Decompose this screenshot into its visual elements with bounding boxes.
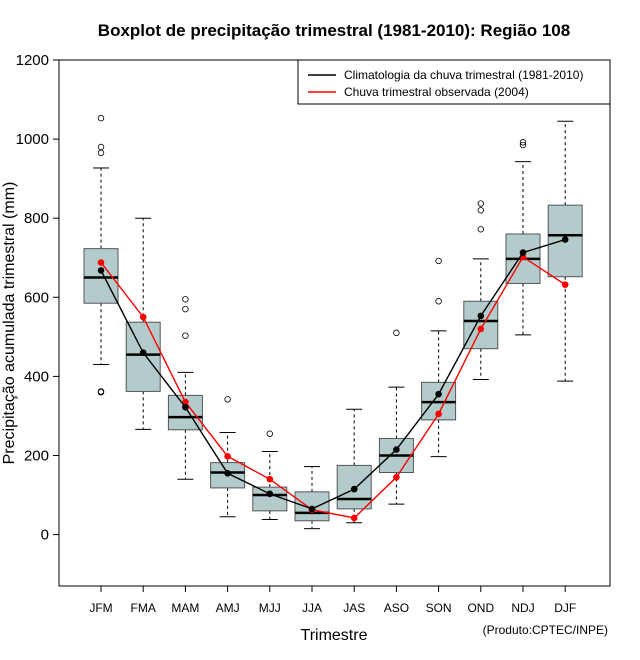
iqr-box bbox=[83, 248, 119, 304]
series-point-observed bbox=[477, 325, 485, 333]
x-tick-label: AMJ bbox=[216, 601, 240, 615]
y-axis: 0 200 400 600 800 1000 1200 bbox=[16, 52, 59, 544]
x-axis-label: Trimestre bbox=[301, 627, 368, 644]
iqr-box bbox=[252, 486, 288, 512]
x-tick-label: JJA bbox=[302, 601, 322, 615]
box-jja bbox=[294, 466, 330, 530]
outlier-point bbox=[97, 388, 105, 395]
y-tick-label: 600 bbox=[24, 289, 49, 306]
chart-title: Boxplot de precipitação trimestral (1981… bbox=[98, 21, 570, 40]
y-tick-label: 800 bbox=[24, 210, 49, 227]
x-axis: JFM FMA MAM AMJ MJJ JJA JAS ASO SON OND NDJ DJF bbox=[89, 586, 576, 615]
x-tick-label: SON bbox=[426, 601, 452, 615]
box-son bbox=[421, 257, 457, 458]
x-tick-label: JAS bbox=[343, 601, 365, 615]
outlier-point bbox=[477, 207, 484, 214]
outlier-point bbox=[224, 396, 231, 403]
product-credit: (Produto:CPTEC/INPE) bbox=[483, 623, 608, 637]
series-point-climatology bbox=[350, 485, 358, 493]
outlier-point bbox=[182, 332, 189, 339]
x-tick-label: OND bbox=[467, 601, 494, 615]
series-point-climatology bbox=[139, 349, 147, 356]
series-point-climatology bbox=[224, 469, 231, 477]
outlier-point bbox=[97, 114, 105, 122]
iqr-box bbox=[125, 321, 161, 392]
outlier-point bbox=[266, 430, 273, 437]
outlier-point bbox=[477, 200, 484, 207]
box-jfm bbox=[83, 114, 119, 396]
series-point-climatology bbox=[266, 490, 274, 498]
outlier-point bbox=[519, 139, 527, 146]
y-tick-label: 200 bbox=[24, 447, 49, 464]
series-point-observed bbox=[561, 281, 569, 288]
series-point-climatology bbox=[97, 267, 105, 274]
series-point-observed bbox=[97, 259, 105, 266]
x-tick-label: FMA bbox=[131, 601, 156, 615]
series-point-observed bbox=[266, 475, 274, 483]
series-point-climatology bbox=[435, 390, 442, 398]
box-fma bbox=[125, 217, 161, 430]
outlier-point bbox=[393, 329, 400, 337]
outlier-point bbox=[435, 298, 442, 305]
legend: Climatologia da chuva trimestral (1981-2… bbox=[297, 59, 611, 105]
box-ond bbox=[463, 200, 499, 381]
x-tick-label: NDJ bbox=[511, 601, 534, 615]
legend-box bbox=[297, 59, 611, 105]
x-tick-label: JFM bbox=[89, 601, 112, 615]
series-point-observed bbox=[393, 473, 400, 481]
box-mam bbox=[167, 296, 203, 480]
outlier-point bbox=[97, 143, 105, 151]
y-tick-label: 1200 bbox=[16, 52, 49, 69]
series-point-observed bbox=[182, 398, 189, 406]
x-tick-label: ASO bbox=[384, 601, 409, 615]
legend-label-climatology: Climatologia da chuva trimestral (1981-2… bbox=[344, 68, 583, 82]
box-amj bbox=[210, 396, 246, 518]
boxes bbox=[83, 114, 583, 530]
series-point-observed bbox=[224, 452, 231, 460]
series-point-observed bbox=[139, 313, 147, 321]
x-tick-label: MJJ bbox=[259, 601, 281, 615]
series-point-climatology bbox=[393, 446, 400, 453]
outlier-point bbox=[182, 305, 189, 313]
series-point-observed bbox=[435, 410, 442, 418]
outlier-point bbox=[477, 226, 484, 233]
outlier-point bbox=[519, 141, 527, 149]
x-tick-label: MAM bbox=[171, 601, 199, 615]
outlier-point bbox=[435, 257, 442, 265]
y-axis-label: Precipitação acumulada trimestral (mm) bbox=[1, 182, 18, 465]
box-djf bbox=[547, 120, 583, 382]
x-tick-label: DJF bbox=[554, 601, 576, 615]
outlier-point bbox=[97, 149, 105, 157]
box-mjj bbox=[252, 430, 288, 521]
series-point-climatology bbox=[561, 236, 569, 243]
y-tick-label: 1000 bbox=[16, 131, 49, 148]
legend-label-observed: Chuva trimestral observada (2004) bbox=[344, 85, 529, 99]
box-ndj bbox=[505, 139, 541, 336]
series-point-climatology bbox=[477, 312, 485, 320]
y-tick-label: 0 bbox=[41, 527, 49, 544]
y-tick-label: 400 bbox=[24, 368, 49, 385]
series-point-climatology bbox=[308, 505, 316, 513]
series-line-observed bbox=[100, 255, 566, 519]
series-lines bbox=[97, 236, 569, 522]
series-point-observed bbox=[350, 514, 358, 522]
box-aso bbox=[378, 329, 414, 505]
series-line-climatology bbox=[100, 238, 566, 510]
series-point-climatology bbox=[519, 249, 527, 256]
series-point-climatology bbox=[182, 403, 189, 411]
outlier-point bbox=[182, 296, 189, 303]
